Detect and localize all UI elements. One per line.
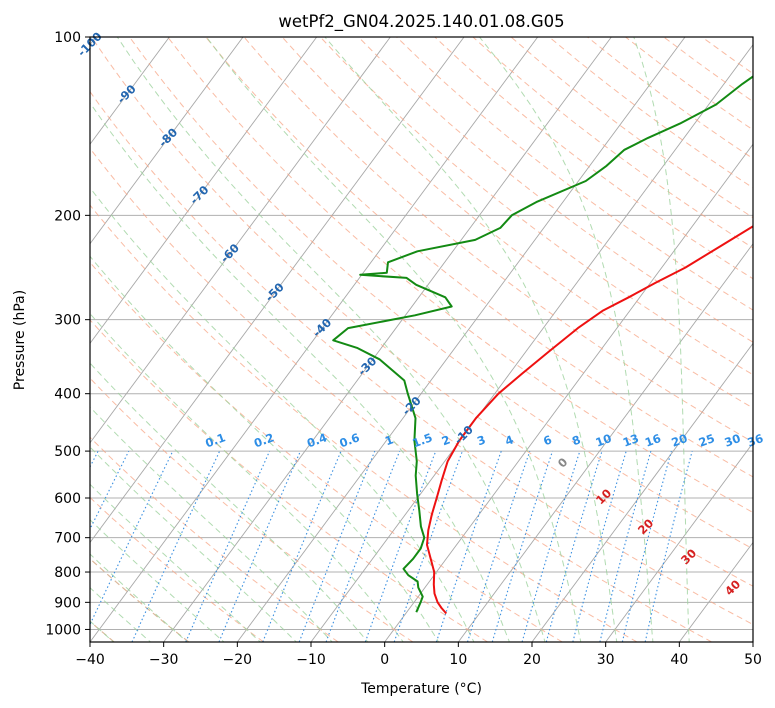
moist-adiabat — [90, 406, 333, 642]
dry-adiabat — [90, 147, 712, 642]
mixing-ratio-line — [572, 450, 627, 642]
isotherm — [457, 243, 753, 642]
y-axis: 100 200 300 400 500 600 700 800 900 1000 — [45, 30, 90, 638]
mixing-ratio-line — [90, 450, 130, 531]
mixing-ratio-line — [298, 450, 376, 642]
dry-adiabat — [90, 37, 753, 587]
mixing-ratio-line — [393, 450, 463, 642]
mixing-ratio-line — [491, 450, 554, 642]
mixing-ratio-line — [466, 450, 531, 642]
moist-adiabat — [90, 446, 298, 642]
mixing-ratio-line — [545, 450, 603, 642]
x-tick-label: −40 — [75, 652, 105, 668]
isotherm — [163, 37, 612, 642]
mixing-ratio-label: 0.2 — [252, 430, 276, 450]
y-tick-label: 800 — [54, 565, 81, 581]
moist-adiabat — [90, 483, 262, 642]
x-tick-label: 10 — [449, 652, 467, 668]
moist-adiabat — [90, 101, 510, 642]
mixing-ratio-line — [262, 450, 342, 642]
isotherm — [531, 342, 753, 642]
chart-title: wetPf2_GN04.2025.140.01.08.G05 — [278, 12, 564, 32]
y-tick-label: 700 — [54, 531, 81, 547]
y-tick-label: 1000 — [45, 622, 81, 638]
isotherm — [90, 37, 465, 544]
mixing-ratio-line — [435, 450, 502, 642]
dry-adiabat — [129, 37, 753, 550]
mixing-ratio-label: 0.4 — [305, 430, 329, 450]
moist-adiabat — [324, 37, 618, 642]
x-tick-label: 50 — [744, 652, 762, 668]
x-tick-label: −10 — [296, 652, 326, 668]
y-tick-label: 100 — [54, 30, 81, 46]
moist-adiabat — [90, 587, 152, 642]
dewpoint-line — [332, 75, 753, 613]
y-tick-label: 600 — [54, 491, 81, 507]
moist-adiabat — [90, 186, 475, 642]
mixing-ratio-line — [621, 450, 672, 642]
x-tick-label: −20 — [223, 652, 253, 668]
mixing-ratio-label: 0.1 — [203, 430, 227, 450]
dry-adiabat — [90, 204, 638, 642]
mixing-ratio-label: 25 — [697, 431, 717, 450]
moist-adiabat — [479, 37, 654, 642]
y-tick-label: 400 — [54, 387, 81, 403]
dry-adiabat — [90, 90, 753, 626]
mixing-ratio-line — [599, 450, 652, 642]
dry-adiabat — [319, 37, 753, 376]
mixing-ratio-line — [325, 450, 401, 642]
mixing-ratio-label: 1.5 — [410, 430, 434, 450]
mixing-ratio-label: 36 — [745, 431, 765, 450]
dry-adiabat — [396, 37, 753, 311]
mixing-ratio-label: 13 — [621, 431, 641, 450]
moist-adiabat — [206, 37, 582, 642]
moist-adiabat — [90, 519, 225, 642]
y-tick-label: 900 — [54, 595, 81, 611]
temperature-line — [426, 225, 753, 615]
y-axis-title: Pressure (hPa) — [12, 290, 28, 390]
moist-adiabat — [90, 312, 404, 642]
x-axis-title: Temperature (°C) — [360, 681, 482, 697]
x-tick-label: −30 — [149, 652, 179, 668]
x-tick-label: 30 — [597, 652, 615, 668]
mixing-ratio-label: 20 — [670, 431, 690, 450]
isotherm — [90, 37, 391, 444]
moist-adiabat — [633, 37, 690, 642]
dry-adiabat — [90, 261, 563, 642]
mixing-ratio-line — [218, 450, 302, 642]
background-lines — [90, 37, 753, 642]
mixing-ratio-label: 30 — [723, 431, 743, 450]
plot-frame — [89, 36, 754, 643]
isotherm — [90, 37, 539, 642]
isotherm — [384, 143, 753, 642]
isotherm — [310, 43, 753, 642]
isotherm — [90, 37, 244, 245]
mixing-ratio-label: 0.6 — [337, 430, 361, 450]
mixing-ratio-line — [185, 450, 271, 642]
mixing-ratio-label: 10 — [594, 431, 614, 450]
x-tick-label: 0 — [380, 652, 389, 668]
profile-lines — [332, 75, 753, 615]
dry-adiabat — [90, 377, 414, 642]
moist-adiabat — [90, 553, 189, 642]
isotherm — [90, 37, 318, 345]
mixing-ratio-label: 16 — [643, 431, 663, 450]
x-axis: −40 −30 −20 −10 0 10 20 30 40 50 — [75, 642, 762, 668]
x-tick-label: 20 — [523, 652, 541, 668]
mixing-ratio-line — [644, 450, 693, 642]
isotherm — [90, 37, 170, 146]
isotherm — [605, 442, 753, 642]
dry-adiabat — [167, 37, 753, 514]
x-tick-label: 40 — [670, 652, 688, 668]
y-tick-label: 200 — [54, 208, 81, 224]
moist-adiabat — [90, 362, 369, 642]
y-tick-label: 500 — [54, 444, 81, 460]
y-tick-label: 300 — [54, 313, 81, 329]
mixing-ratio-line — [364, 450, 437, 642]
mixing-ratio-line — [521, 450, 581, 642]
isotherm — [236, 37, 686, 642]
